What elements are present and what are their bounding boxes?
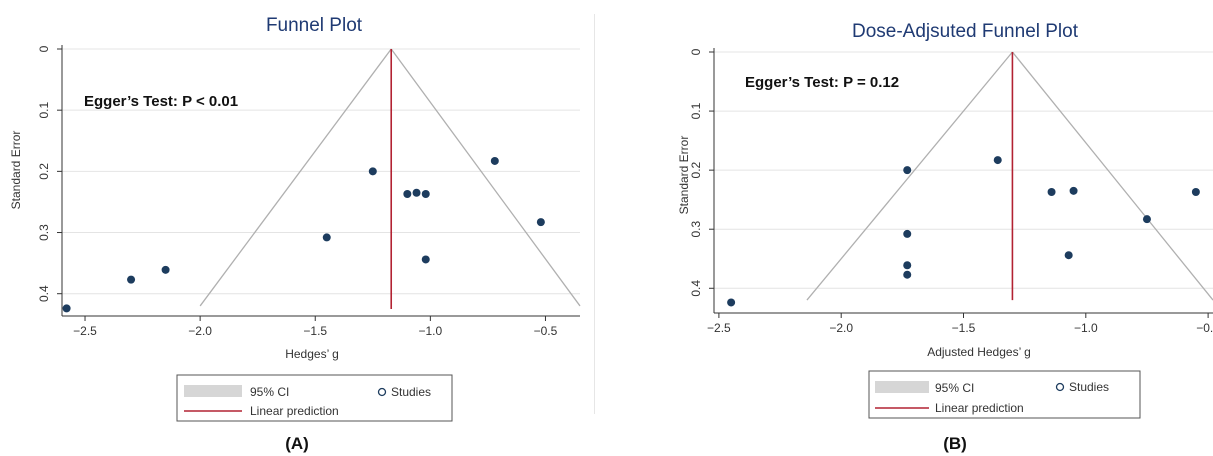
- study-points: [727, 156, 1200, 307]
- legend-line-label: Linear prediction: [935, 401, 1024, 415]
- y-tick-label: 0.4: [37, 285, 51, 302]
- axes: −2.5 −2.0 −1.5 −1.0 −0.5 0 0.1 0.2 0.3 0.4: [37, 45, 580, 338]
- confidence-funnel: [806, 51, 1213, 301]
- study-points: [62, 156, 545, 313]
- y-axis-label: Standard Error: [677, 136, 691, 215]
- y-tick-label: 0.1: [689, 102, 703, 119]
- y-tick-label: 0: [37, 45, 51, 52]
- grid-lines: [62, 48, 580, 295]
- panel-label: (B): [943, 434, 967, 453]
- ci-right-limit: [390, 48, 581, 307]
- x-tick-label: −2.5: [707, 321, 731, 335]
- chart-title: Dose-Adjsuted Funnel Plot: [852, 21, 1079, 42]
- chart-title: Funnel Plot: [266, 15, 363, 36]
- panel-label-letter: B: [949, 434, 961, 453]
- y-tick-label: 0.3: [37, 224, 51, 241]
- legend-line-label: Linear prediction: [250, 404, 339, 418]
- x-tick-label: −2.0: [829, 321, 853, 335]
- y-axis-label: Standard Error: [9, 131, 23, 210]
- study-point: [421, 189, 430, 198]
- y-tick-label: 0.3: [689, 221, 703, 238]
- y-tick-label: 0.1: [37, 102, 51, 119]
- study-point: [903, 270, 912, 279]
- ci-right-limit: [1011, 51, 1213, 301]
- legend-box: [868, 370, 1141, 419]
- y-tick-label: 0.2: [689, 161, 703, 178]
- confidence-funnel: [199, 48, 581, 307]
- study-point: [322, 233, 331, 242]
- legend-ci-swatch: [875, 381, 929, 393]
- funnel-plot-panel-b: Dose-Adjsuted Funnel Plot −2.5 −2.0 −1.5 −1…: [677, 21, 1213, 453]
- legend-studies-marker: [1055, 382, 1065, 392]
- study-point: [727, 298, 736, 307]
- study-point: [368, 167, 377, 176]
- panel-divider: [594, 14, 595, 414]
- study-point: [1064, 251, 1073, 260]
- x-axis-label: Hedges’ g: [285, 347, 339, 361]
- legend-ci-swatch: [184, 385, 242, 397]
- panel-label: (A): [285, 434, 309, 453]
- x-tick-label: −1.5: [303, 324, 327, 338]
- egger-test-annotation: Egger’s Test: P < 0.01: [84, 93, 238, 110]
- x-tick-label: −0.5: [534, 324, 558, 338]
- x-tick-label: −1.0: [1074, 321, 1098, 335]
- study-point: [403, 189, 412, 198]
- panel-label-letter: A: [291, 434, 303, 453]
- x-tick-label: −0.5: [1196, 321, 1213, 335]
- study-point: [127, 275, 136, 284]
- legend: 95% CI Studies Linear prediction: [868, 370, 1141, 419]
- study-point: [490, 156, 499, 165]
- study-point: [903, 261, 912, 270]
- study-point: [536, 218, 545, 227]
- x-tick-label: −2.5: [73, 324, 97, 338]
- ci-left-limit: [806, 51, 1013, 301]
- study-point: [1047, 187, 1056, 196]
- study-point: [1069, 186, 1078, 195]
- study-point: [1142, 215, 1151, 224]
- study-point: [412, 188, 421, 197]
- ci-left-limit: [199, 48, 392, 307]
- grid-lines: [714, 51, 1213, 289]
- legend: 95% CI Studies Linear prediction: [176, 374, 453, 422]
- legend-studies-label: Studies: [1069, 380, 1109, 394]
- y-tick-label: 0.4: [689, 280, 703, 297]
- legend-box: [176, 374, 453, 422]
- egger-test-annotation: Egger’s Test: P = 0.12: [745, 74, 899, 91]
- study-point: [1191, 187, 1200, 196]
- legend-studies-label: Studies: [391, 385, 431, 399]
- legend-ci-label: 95% CI: [935, 381, 974, 395]
- x-tick-label: −1.5: [952, 321, 976, 335]
- study-point: [62, 304, 71, 313]
- study-point: [421, 255, 430, 264]
- x-tick-label: −1.0: [419, 324, 443, 338]
- study-point: [903, 166, 912, 175]
- study-point: [993, 156, 1002, 165]
- x-axis-label: Adjusted Hedges’ g: [927, 345, 1031, 359]
- axes: −2.5 −2.0 −1.5 −1.0 −0.5 0 0.1 0.2 0.3 0.4: [689, 48, 1213, 335]
- legend-ci-label: 95% CI: [250, 385, 289, 399]
- funnel-plot-panel-a: Funnel Plot −2.5 −2.0 −1.5 −1.0 −0.5 0 0.1 0.2 0…: [9, 15, 581, 453]
- y-tick-label: 0.2: [37, 163, 51, 180]
- y-tick-label: 0: [689, 48, 703, 55]
- legend-studies-marker: [377, 387, 387, 397]
- study-point: [161, 265, 170, 274]
- x-tick-label: −2.0: [188, 324, 212, 338]
- study-point: [903, 229, 912, 238]
